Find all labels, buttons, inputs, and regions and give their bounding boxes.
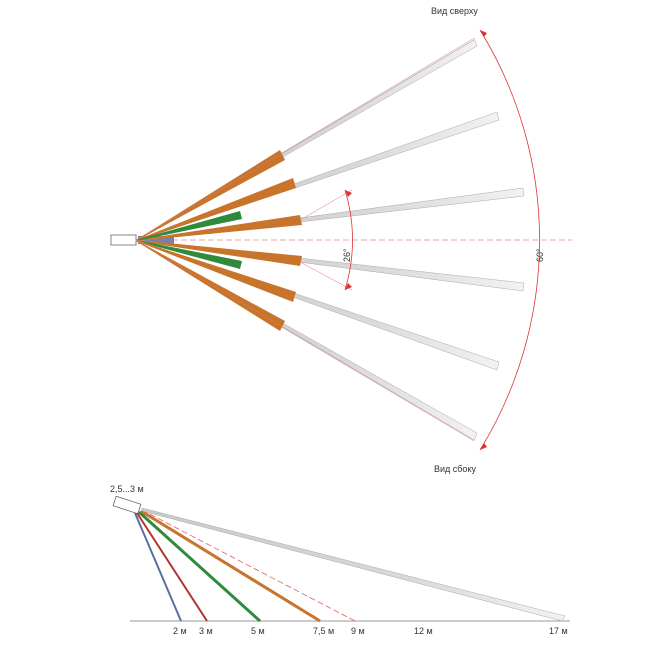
edge-line-lower (135, 239, 475, 441)
side-beam-5m (137, 510, 262, 623)
distance-9m: 9 м (351, 626, 365, 636)
side-beam-2m (134, 512, 182, 622)
sensor-body-top (110, 234, 137, 246)
side-view: Вид сбоку 2,5...3 м 2 м 3 м 5 м 7,5 м 9 … (110, 464, 570, 636)
arc-60-arrow-bottom (480, 443, 487, 450)
distance-2m: 2 м (173, 626, 187, 636)
beam-upper-inner (135, 187, 525, 242)
side-beam-3m (136, 512, 208, 622)
distance-12m: 12 м (414, 626, 433, 636)
sensor-lens-top (138, 236, 174, 244)
inner-edge-lower (299, 261, 353, 291)
distance-3m: 3 м (199, 626, 213, 636)
angle-60-label: 60° (535, 248, 545, 262)
distance-5m: 5 м (251, 626, 265, 636)
arc-60-arrow-top (480, 30, 487, 37)
distance-17m: 17 м (549, 626, 568, 636)
top-view-title: Вид сверху (431, 6, 478, 16)
inner-edge-upper (299, 189, 353, 221)
side-view-title: Вид сбоку (434, 464, 476, 474)
sensor-side (112, 495, 142, 515)
side-beam-9m (141, 509, 356, 622)
arc-60 (479, 29, 540, 451)
side-beam-7-5m (140, 509, 321, 623)
arc-26 (344, 189, 353, 291)
beam-lower-mid (135, 239, 500, 371)
top-view: Вид сверху (110, 6, 572, 451)
distance-7-5m: 7,5 м (313, 626, 334, 636)
arc-26-arrow-top (345, 190, 352, 197)
angle-26-label: 26° (342, 248, 352, 262)
mount-height-label: 2,5...3 м (110, 484, 144, 494)
arc-26-arrow-bottom (345, 283, 352, 290)
edge-line-upper (135, 39, 475, 241)
side-beam-17m (141, 507, 566, 622)
beam-lower-inner (135, 239, 525, 292)
